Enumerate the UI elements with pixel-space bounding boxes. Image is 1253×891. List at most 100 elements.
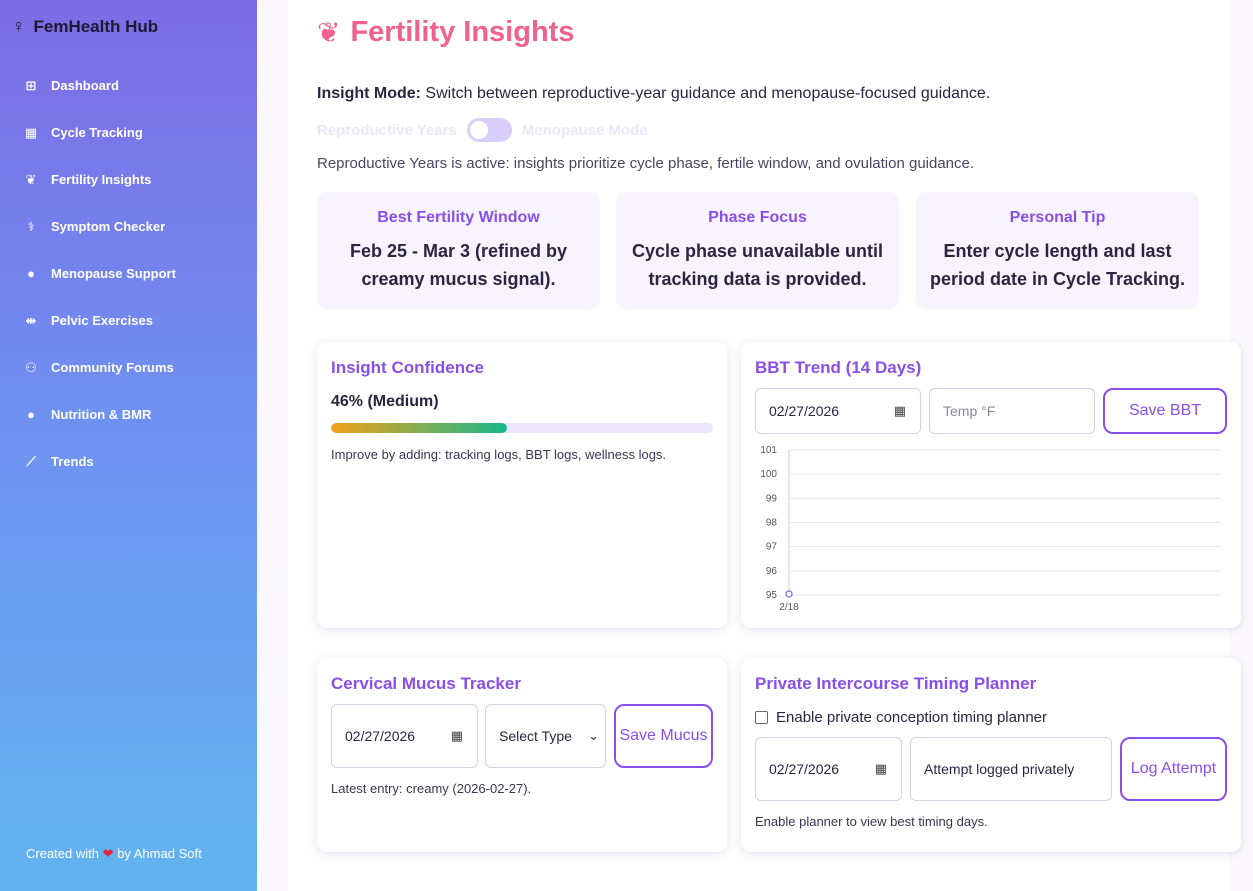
- cervical-mucus-card: Cervical Mucus Tracker 02/27/2026 ▦ Sele…: [317, 658, 727, 852]
- grid-icon: ⊞: [25, 77, 37, 93]
- sidebar-item-nutrition-bmr[interactable]: ● Nutrition & BMR: [0, 391, 257, 438]
- sidebar-item-cycle-tracking[interactable]: ▦ Cycle Tracking: [0, 109, 257, 156]
- bbt-chart: 95 96 97 98 99 100 101 2/18: [760, 445, 1221, 613]
- sidebar-item-menopause-support[interactable]: ● Menopause Support: [0, 250, 257, 297]
- planner-attempt-value: Attempt logged privately: [924, 761, 1075, 777]
- confidence-progress-bar: [331, 423, 713, 433]
- planner-date-input[interactable]: 02/27/2026 ▦: [755, 737, 902, 801]
- mucus-date-value: 02/27/2026: [345, 728, 416, 744]
- y-tick-label: 99: [766, 493, 778, 504]
- bbt-date-value: 02/27/2026: [769, 403, 840, 419]
- dumbbell-icon: ⇹: [25, 312, 37, 328]
- confidence-note: Improve by adding: tracking logs, BBT lo…: [331, 447, 667, 462]
- confidence-value: 46% (Medium): [331, 393, 439, 410]
- seedling-icon: ❦: [25, 171, 37, 187]
- credit-prefix: Created with: [26, 846, 99, 861]
- sidebar-item-fertility-insights[interactable]: ❦ Fertility Insights: [0, 156, 257, 203]
- bbt-date-input[interactable]: 02/27/2026 ▦: [755, 388, 921, 434]
- insight-card-personal-tip: Personal Tip Enter cycle length and last…: [916, 192, 1199, 309]
- brand[interactable]: ♀ FemHealth Hub: [12, 16, 158, 37]
- insight-confidence-card: Insight Confidence 46% (Medium) Improve …: [317, 342, 727, 628]
- seedling-icon: ❦: [317, 17, 341, 48]
- y-tick-label: 100: [760, 469, 777, 480]
- mode-toggle-row: Reproductive Years Menopause Mode: [317, 118, 648, 142]
- sidebar-item-community-forums[interactable]: ⚇ Community Forums: [0, 344, 257, 391]
- page-title: ❦ Fertility Insights: [317, 16, 574, 49]
- insight-body: Enter cycle length and last period date …: [929, 241, 1186, 289]
- mucus-type-value: Select Type: [499, 728, 572, 744]
- chevron-down-icon: ⌄: [588, 728, 599, 743]
- insight-mode-text: Switch between reproductive-year guidanc…: [420, 85, 991, 102]
- sidebar-item-label: Community Forums: [51, 360, 174, 375]
- insight-heading: Personal Tip: [1009, 209, 1106, 226]
- card-heading: Insight Confidence: [331, 358, 484, 377]
- toggle-left-label[interactable]: Reproductive Years: [317, 121, 457, 139]
- save-mucus-button[interactable]: Save Mucus: [614, 704, 713, 768]
- confidence-progress-fill: [331, 423, 507, 433]
- calendar-icon: ▦: [24, 124, 38, 140]
- credit-footer: Created with ❤ by Ahmad Soft: [26, 846, 202, 862]
- insight-card-phase-focus: Phase Focus Cycle phase unavailable unti…: [616, 192, 899, 309]
- apple-icon: ●: [27, 407, 35, 422]
- female-symbol-icon: ♀: [12, 16, 26, 36]
- x-tick-label: 2/18: [779, 602, 799, 613]
- y-tick-label: 95: [766, 590, 778, 601]
- sidebar-item-dashboard[interactable]: ⊞ Dashboard: [0, 62, 257, 109]
- calendar-icon[interactable]: ▦: [893, 403, 906, 418]
- users-icon: ⚇: [25, 359, 37, 375]
- sidebar-item-symptom-checker[interactable]: ⚕ Symptom Checker: [0, 203, 257, 250]
- card-heading: Cervical Mucus Tracker: [331, 674, 521, 693]
- brand-title: FemHealth Hub: [33, 16, 159, 36]
- insight-mode-label: Insight Mode:: [317, 85, 421, 102]
- mucus-type-select[interactable]: Select Type ⌄: [485, 704, 606, 768]
- sidebar-item-trends[interactable]: ⟋ Trends: [0, 438, 257, 485]
- fire-icon: ●: [27, 266, 35, 281]
- insight-body: Feb 25 - Mar 3 (refined by creamy mucus …: [349, 241, 568, 289]
- log-attempt-button[interactable]: Log Attempt: [1120, 737, 1227, 801]
- sidebar-item-label: Dashboard: [51, 78, 119, 93]
- data-point: [785, 590, 793, 598]
- bbt-trend-card: BBT Trend (14 Days) 02/27/2026 ▦ Temp °F…: [741, 342, 1241, 628]
- card-heading: BBT Trend (14 Days): [755, 358, 922, 377]
- insight-heading: Phase Focus: [708, 209, 807, 226]
- sidebar-nav: ⊞ Dashboard ▦ Cycle Tracking ❦ Fertility…: [0, 62, 257, 485]
- y-tick-label: 101: [760, 445, 777, 456]
- planner-note: Enable planner to view best timing days.: [755, 814, 988, 829]
- planner-enable-row: Enable private conception timing planner: [755, 709, 1047, 726]
- planner-date-value: 02/27/2026: [769, 761, 840, 777]
- bbt-temp-input[interactable]: Temp °F: [929, 388, 1095, 434]
- save-bbt-button[interactable]: Save BBT: [1103, 388, 1227, 434]
- bbt-temp-placeholder: Temp °F: [943, 403, 996, 419]
- timing-planner-card: Private Intercourse Timing Planner Enabl…: [741, 658, 1241, 852]
- sidebar: ♀ FemHealth Hub ⊞ Dashboard ▦ Cycle Trac…: [0, 0, 257, 891]
- planner-enable-checkbox[interactable]: [755, 711, 768, 724]
- heart-icon: ❤: [102, 846, 114, 861]
- active-mode-note: Reproductive Years is active: insights p…: [317, 155, 975, 172]
- y-tick-label: 97: [766, 542, 778, 553]
- calendar-icon[interactable]: ▦: [450, 728, 463, 743]
- mucus-date-input[interactable]: 02/27/2026 ▦: [331, 704, 478, 768]
- mucus-latest-entry: Latest entry: creamy (2026-02-27).: [331, 781, 532, 796]
- sidebar-item-pelvic-exercises[interactable]: ⇹ Pelvic Exercises: [0, 297, 257, 344]
- calendar-icon[interactable]: ▦: [874, 761, 887, 776]
- insight-mode-description: Insight Mode: Switch between reproductiv…: [317, 85, 990, 103]
- toggle-right-label[interactable]: Menopause Mode: [521, 121, 648, 139]
- planner-attempt-input[interactable]: Attempt logged privately: [910, 737, 1112, 801]
- card-heading: Private Intercourse Timing Planner: [755, 674, 1037, 693]
- sidebar-item-label: Trends: [51, 454, 94, 469]
- sidebar-item-label: Symptom Checker: [51, 219, 166, 234]
- sidebar-item-label: Menopause Support: [51, 266, 176, 281]
- chart-line-icon: ⟋: [26, 453, 36, 469]
- sidebar-item-label: Nutrition & BMR: [51, 407, 152, 422]
- sidebar-item-label: Pelvic Exercises: [51, 313, 153, 328]
- insight-heading: Best Fertility Window: [377, 209, 540, 226]
- credit-suffix: by Ahmad Soft: [117, 846, 202, 861]
- planner-enable-label[interactable]: Enable private conception timing planner: [776, 709, 1048, 726]
- mode-toggle-switch[interactable]: [466, 118, 512, 142]
- insight-body: Cycle phase unavailable until tracking d…: [631, 241, 884, 289]
- sidebar-item-label: Fertility Insights: [51, 172, 152, 187]
- sidebar-item-label: Cycle Tracking: [51, 125, 143, 140]
- toggle-knob: [469, 121, 488, 139]
- y-tick-label: 98: [766, 518, 778, 529]
- insight-card-fertility-window: Best Fertility Window Feb 25 - Mar 3 (re…: [317, 192, 600, 309]
